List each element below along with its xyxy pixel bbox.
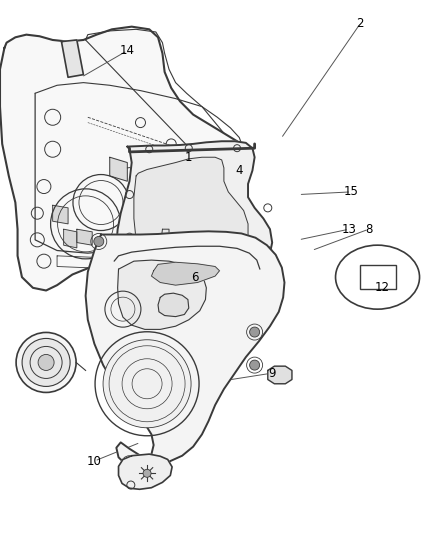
Polygon shape <box>239 213 252 235</box>
Polygon shape <box>117 260 206 329</box>
Text: 10: 10 <box>87 455 102 467</box>
Text: 4: 4 <box>235 164 243 177</box>
Polygon shape <box>151 262 219 285</box>
Circle shape <box>143 469 151 478</box>
Polygon shape <box>85 231 284 467</box>
Polygon shape <box>158 293 188 317</box>
Text: 12: 12 <box>374 281 389 294</box>
Circle shape <box>249 327 259 337</box>
Circle shape <box>124 459 134 469</box>
Polygon shape <box>134 157 247 276</box>
Text: 6: 6 <box>191 271 199 284</box>
Polygon shape <box>110 157 127 181</box>
Polygon shape <box>77 229 92 245</box>
Polygon shape <box>0 27 250 290</box>
Text: 9: 9 <box>268 367 276 379</box>
Text: 8: 8 <box>364 223 371 236</box>
Text: 2: 2 <box>355 18 363 30</box>
Circle shape <box>103 340 191 428</box>
FancyBboxPatch shape <box>359 265 395 289</box>
Polygon shape <box>267 366 291 384</box>
Polygon shape <box>64 229 77 248</box>
Circle shape <box>94 237 103 246</box>
Text: 15: 15 <box>343 185 358 198</box>
Circle shape <box>249 360 259 370</box>
Circle shape <box>16 333 76 392</box>
Polygon shape <box>199 211 210 229</box>
Polygon shape <box>53 205 68 224</box>
Polygon shape <box>118 454 172 489</box>
Text: 1: 1 <box>184 151 192 164</box>
Circle shape <box>38 354 54 370</box>
Circle shape <box>22 338 70 386</box>
Text: 13: 13 <box>341 223 356 236</box>
Polygon shape <box>116 141 272 304</box>
Text: 14: 14 <box>120 44 134 57</box>
Ellipse shape <box>335 245 419 309</box>
Polygon shape <box>61 40 83 77</box>
